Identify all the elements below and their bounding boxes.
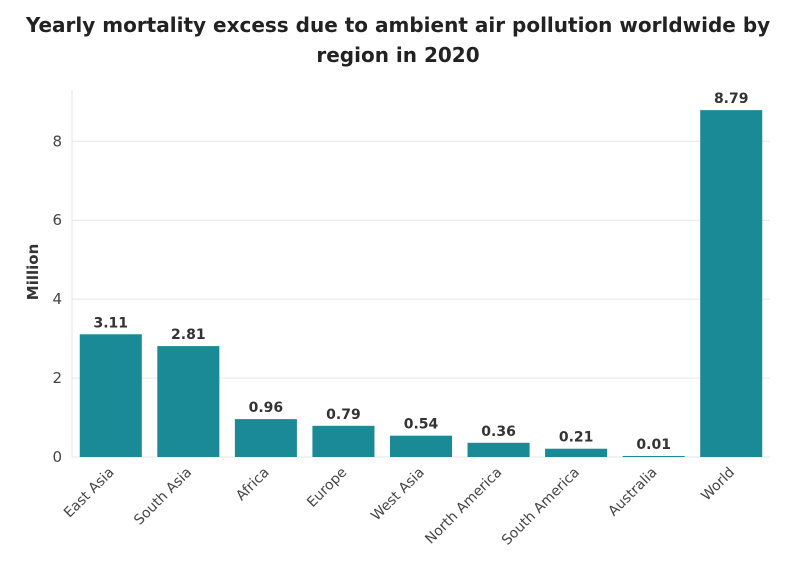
x-tick-label: West Asia	[368, 465, 428, 525]
y-axis-ticks: 0 2 4 6 8	[52, 132, 62, 466]
gridlines	[71, 90, 770, 458]
bar-south-asia	[157, 346, 220, 457]
data-label: 0.36	[481, 424, 516, 440]
data-label: 0.79	[326, 407, 361, 423]
bar-world	[700, 110, 763, 458]
chart-title: Yearly mortality excess due to ambient a…	[25, 13, 771, 67]
data-label: 0.21	[559, 430, 594, 446]
x-tick-label: South America	[499, 465, 583, 549]
x-tick-label: East Asia	[61, 465, 118, 522]
data-label: 0.54	[404, 417, 439, 433]
y-axis-title: Million	[24, 244, 42, 300]
x-tick-label: South Asia	[131, 465, 195, 529]
x-tick-label: Europe	[304, 465, 350, 511]
bar-east-asia	[79, 334, 142, 457]
y-tick-label: 0	[52, 448, 62, 466]
bar-australia	[622, 456, 685, 457]
bar-north-america	[467, 442, 530, 457]
x-tick-label: Australia	[605, 465, 660, 520]
bar-south-america	[545, 448, 608, 457]
x-axis-ticks: East Asia South Asia Africa Europe West Asia…	[61, 465, 738, 549]
bar-europe	[312, 425, 375, 457]
bar-west-asia	[389, 435, 453, 457]
y-tick-label: 4	[52, 290, 62, 308]
y-tick-label: 6	[52, 211, 62, 229]
y-tick-label: 8	[52, 132, 62, 150]
data-label: 0.96	[249, 400, 284, 416]
data-label: 2.81	[171, 327, 206, 343]
data-label: 8.79	[714, 91, 749, 107]
data-label: 3.11	[94, 315, 129, 331]
bar-africa	[234, 419, 297, 457]
data-label: 0.01	[636, 437, 671, 453]
x-tick-label: North America	[422, 465, 505, 548]
y-tick-label: 2	[52, 369, 62, 387]
data-labels: 3.11 2.81 0.96 0.79 0.54 0.36 0.21 0.01 8.79	[94, 91, 749, 453]
x-tick-label: World	[698, 465, 738, 505]
x-tick-label: Africa	[233, 465, 273, 505]
bars	[79, 110, 763, 458]
